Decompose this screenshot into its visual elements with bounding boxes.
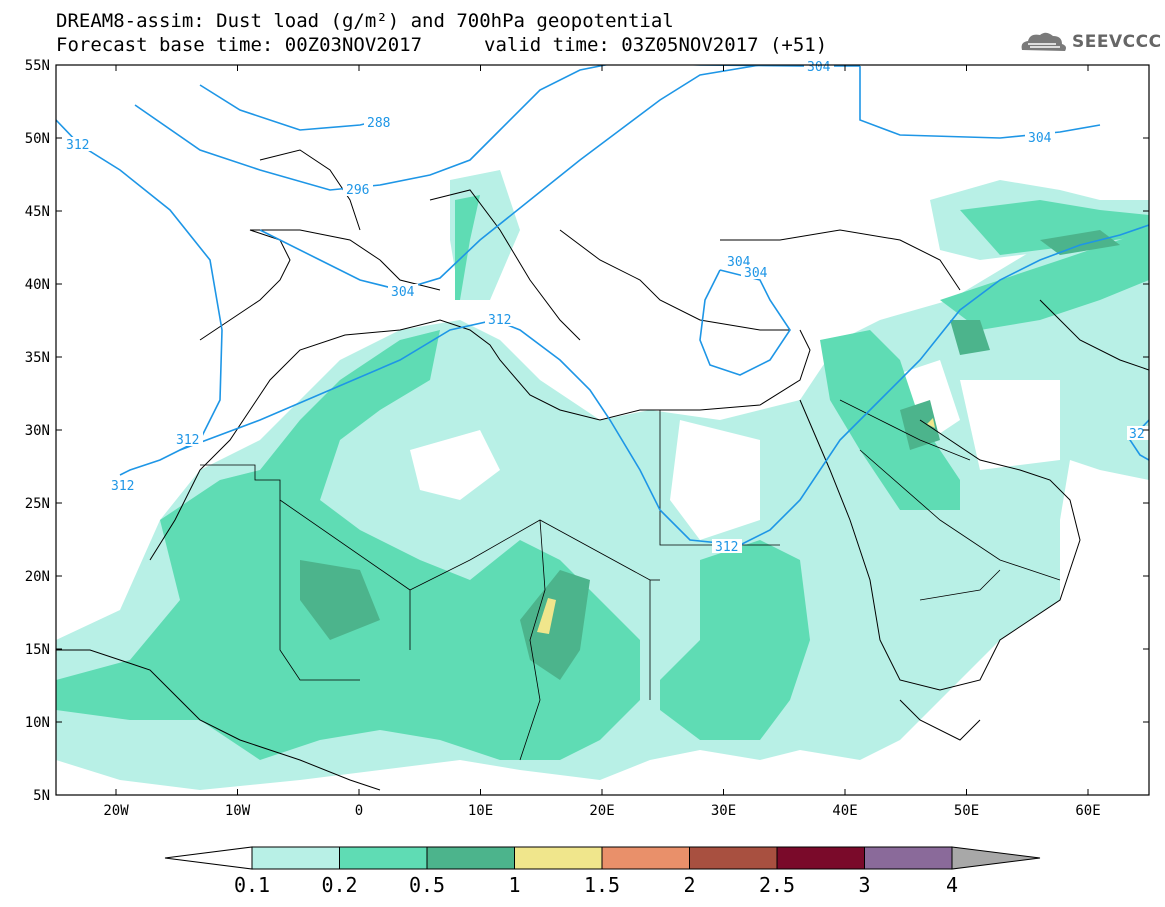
colorbar bbox=[164, 846, 1041, 870]
longitude-label: 60E bbox=[1075, 803, 1100, 819]
cloud-icon bbox=[1021, 32, 1066, 51]
colorbar-label: 2.5 bbox=[758, 873, 796, 897]
longitude-label: 40E bbox=[832, 803, 857, 819]
colorbar-overflow bbox=[951, 846, 1041, 870]
contour-label: 312 bbox=[111, 479, 134, 494]
colorbar-swatch bbox=[514, 846, 603, 870]
map-title: DREAM8-assim: Dust load (g/m²) and 700hP… bbox=[56, 10, 674, 32]
colorbar-label: 0.5 bbox=[408, 873, 446, 897]
contour-labels: 312 288 296 304 304 304 312 312 312 312 … bbox=[63, 59, 1149, 555]
contour-label: 312 bbox=[176, 433, 199, 448]
colorbar-label: 1 bbox=[508, 873, 521, 897]
colorbar-label: 0.2 bbox=[321, 873, 358, 897]
contour-label: 312 bbox=[488, 313, 511, 328]
longitude-label: 10E bbox=[468, 803, 493, 819]
contour-label: 288 bbox=[367, 116, 390, 131]
colorbar-swatch bbox=[601, 846, 690, 870]
contour-label: 312 bbox=[715, 540, 738, 555]
colorbar-label: 1.5 bbox=[583, 873, 621, 897]
longitude-axis: 20W 10W 0 10E 20E 30E 40E 50E 60E bbox=[103, 65, 1101, 819]
latitude-label: 45N bbox=[25, 204, 50, 220]
colorbar-swatch bbox=[426, 846, 515, 870]
colorbar-swatch bbox=[339, 846, 428, 870]
contour-label: 32 bbox=[1129, 427, 1145, 442]
forecast-base-time: Forecast base time: 00Z03NOV2017 bbox=[56, 34, 423, 56]
latitude-label: 5N bbox=[33, 788, 50, 804]
latitude-label: 35N bbox=[25, 350, 50, 366]
latitude-label: 50N bbox=[25, 131, 50, 147]
logo-text: SEEVCCC bbox=[1072, 32, 1162, 52]
colorbar-swatch bbox=[776, 846, 865, 870]
longitude-label: 50E bbox=[954, 803, 979, 819]
latitude-label: 40N bbox=[25, 277, 50, 293]
longitude-label: 30E bbox=[711, 803, 736, 819]
latitude-label: 25N bbox=[25, 496, 50, 512]
colorbar-swatch bbox=[864, 846, 953, 870]
latitude-label: 10N bbox=[25, 715, 50, 731]
dust-shading bbox=[56, 170, 1149, 790]
latitude-label: 20N bbox=[25, 569, 50, 585]
coastlines bbox=[56, 149, 1149, 791]
longitude-label: 20E bbox=[589, 803, 614, 819]
colorbar-underflow bbox=[164, 846, 253, 870]
colorbar-swatch bbox=[251, 846, 340, 870]
colorbar-label: 4 bbox=[945, 873, 959, 897]
longitude-label: 20W bbox=[103, 803, 129, 819]
contour-label: 304 bbox=[744, 266, 768, 281]
latitude-label: 15N bbox=[25, 642, 50, 658]
latitude-label: 30N bbox=[25, 423, 50, 439]
latitude-axis: 55N 50N 45N 40N 35N 30N 25N 20N 15N 10N 5N bbox=[25, 58, 1149, 804]
contour-label: 296 bbox=[346, 183, 369, 198]
colorbar-label: 2 bbox=[683, 873, 696, 897]
colorbar-label: 0.1 bbox=[233, 873, 271, 897]
colorbar-label: 3 bbox=[858, 873, 871, 897]
longitude-label: 10W bbox=[225, 803, 251, 819]
contour-label: 304 bbox=[391, 285, 415, 300]
valid-time: valid time: 03Z05NOV2017 (+51) bbox=[484, 34, 828, 56]
contour-label: 304 bbox=[1028, 131, 1052, 146]
contour-label: 304 bbox=[807, 60, 831, 75]
contour-label: 312 bbox=[66, 138, 89, 153]
latitude-label: 55N bbox=[25, 58, 50, 74]
colorbar-swatch bbox=[689, 846, 778, 870]
longitude-label: 0 bbox=[355, 803, 363, 819]
